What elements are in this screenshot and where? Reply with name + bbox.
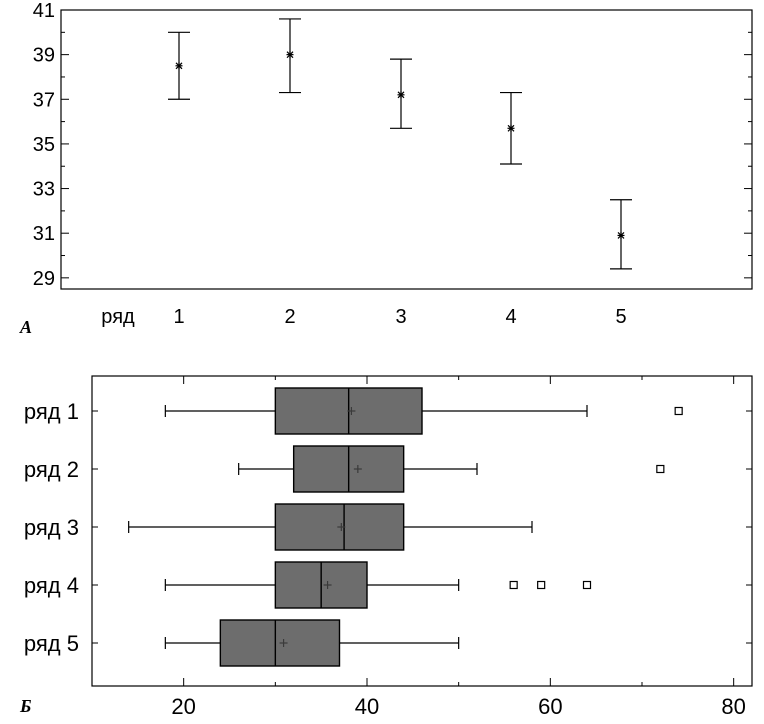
chart-a-y-tick-label: 33: [33, 179, 55, 201]
outlier-point: [509, 580, 518, 590]
chart-b-x-tick-label: 60: [538, 694, 562, 719]
mean-marker: [323, 581, 332, 589]
chart-a-y-tick-label: 31: [33, 223, 55, 245]
chart-a-x-prefix-label: ряд: [101, 306, 135, 328]
chart-a-marks: [168, 18, 632, 270]
chart-b-y-tick-label: ряд 2: [24, 457, 79, 482]
mean-marker: [347, 407, 356, 415]
chart-b-x-tick-label: 20: [171, 694, 195, 719]
chart-a-y-tick-label: 35: [33, 134, 55, 156]
chart-b-y-tick-label: ряд 3: [24, 515, 79, 540]
chart-a-x-tick-label: 2: [284, 306, 295, 328]
error-bar-chart: 29 31 33 35 37 39 41 ряд 1 2 3 4 5 А: [19, 0, 753, 337]
mean-marker: [617, 231, 625, 239]
box: [219, 619, 341, 667]
chart-a-plot-frame: [60, 9, 753, 290]
chart-a-y-tick-label: 37: [33, 89, 55, 111]
mean-marker-stroke: [617, 232, 625, 239]
chart-b-plot-frame: [91, 375, 753, 687]
chart-a-x-tick-label: 3: [395, 306, 406, 328]
outlier-point: [674, 406, 683, 416]
chart-a-y-axis: 29 31 33 35 37 39 41: [33, 0, 752, 290]
chart-a-x-tick-label: 4: [505, 306, 516, 328]
chart-a-y-tick-label: 39: [33, 45, 55, 67]
mean-marker: [175, 62, 183, 70]
mean-marker: [286, 51, 294, 59]
chart-a-x-tick-label: 5: [615, 306, 626, 328]
mean-marker-stroke: [397, 91, 405, 99]
chart-b-x-axis: 20 40 60 80: [91, 376, 746, 719]
chart-a-x-axis: ряд 1 2 3 4 5: [101, 306, 626, 328]
chart-a-y-tick-label: 29: [33, 268, 55, 290]
chart-b-marks: [128, 387, 683, 667]
chart-b-y-tick-label: ряд 1: [24, 399, 79, 424]
chart-b-y-tick-label: ряд 4: [24, 573, 79, 598]
mean-marker: [337, 523, 346, 531]
chart-b-y-tick-label: ряд 5: [24, 631, 79, 656]
box-plot-chart: ряд 1 ряд 2 ряд 3 ряд 4 ряд 5 20 40 60 80 Б: [19, 375, 753, 719]
chart-a-panel-label: А: [19, 317, 32, 337]
chart-b-y-axis: ряд 1 ряд 2 ряд 3 ряд 4 ряд 5: [24, 399, 752, 656]
mean-marker-stroke: [286, 51, 294, 59]
chart-b-x-tick-label: 80: [721, 694, 745, 719]
mean-marker-stroke: [175, 62, 183, 70]
outlier-point: [582, 580, 592, 590]
mean-marker: [507, 124, 515, 132]
chart-a-x-tick-label: 1: [173, 306, 184, 328]
outlier-point: [656, 464, 665, 474]
chart-b-panel-label: Б: [19, 696, 31, 716]
chart-b-x-tick-label: 40: [355, 694, 379, 719]
mean-marker-stroke: [507, 124, 515, 132]
chart-a-y-tick-label: 41: [33, 0, 55, 22]
mean-marker: [353, 465, 362, 473]
outlier-point: [537, 580, 546, 590]
mean-marker: [397, 91, 405, 99]
mean-marker: [279, 639, 288, 647]
